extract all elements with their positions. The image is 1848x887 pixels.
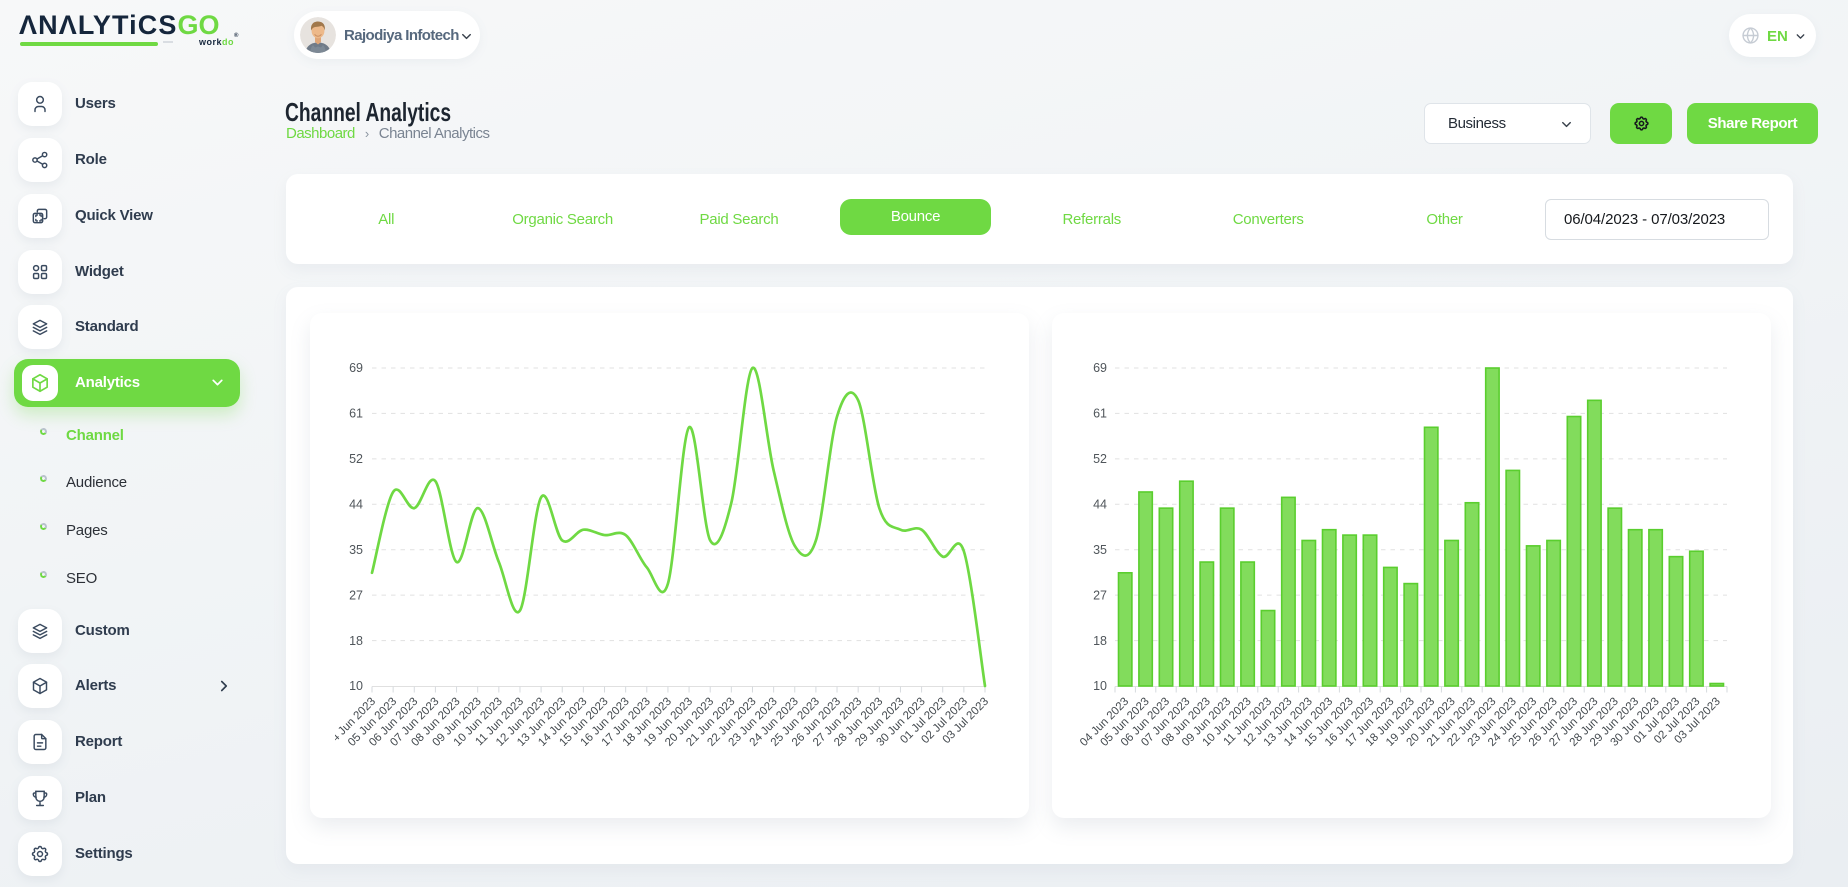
svg-text:52: 52 [1093,452,1107,466]
svg-text:10: 10 [349,679,363,693]
svg-text:52: 52 [349,452,363,466]
svg-text:61: 61 [349,407,363,421]
svg-text:35: 35 [1093,543,1107,557]
svg-text:18: 18 [349,634,363,648]
svg-text:18: 18 [1093,634,1107,648]
svg-text:44: 44 [349,498,363,512]
svg-text:27: 27 [349,588,363,602]
svg-text:35: 35 [349,543,363,557]
svg-text:27: 27 [1093,588,1107,602]
svg-text:61: 61 [1093,407,1107,421]
svg-text:10: 10 [1093,679,1107,693]
svg-text:69: 69 [349,361,363,375]
svg-text:44: 44 [1093,498,1107,512]
svg-text:69: 69 [1093,361,1107,375]
